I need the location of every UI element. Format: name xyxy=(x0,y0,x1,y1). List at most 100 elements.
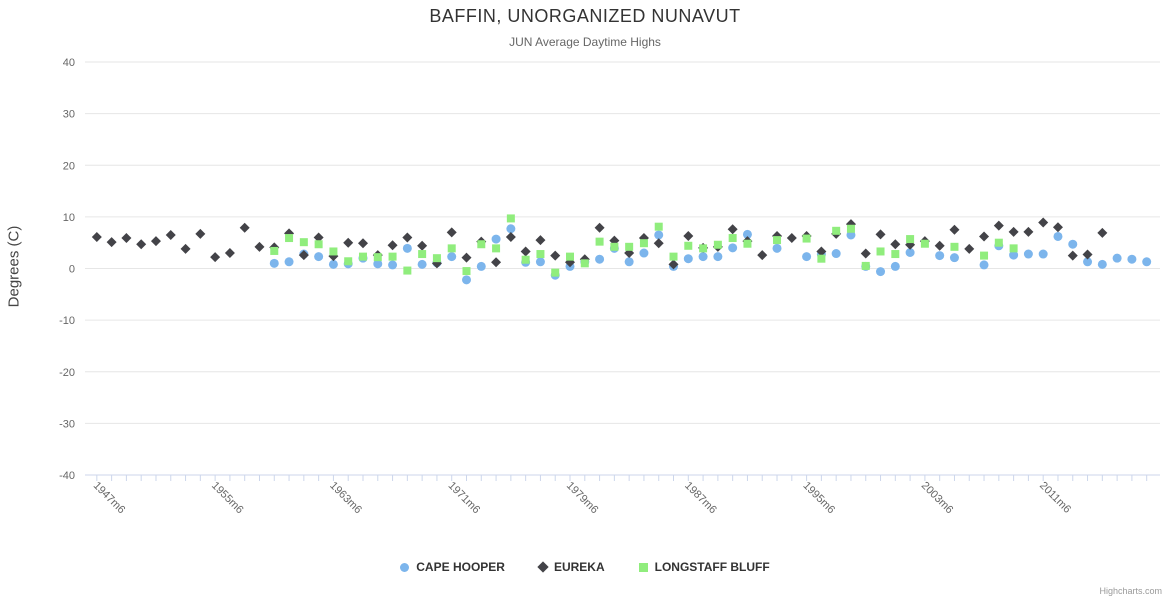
data-point-eureka[interactable] xyxy=(757,250,768,261)
data-point-longstaff-bluff[interactable] xyxy=(728,234,737,243)
data-point-longstaff-bluff[interactable] xyxy=(817,254,826,263)
data-point-eureka[interactable] xyxy=(313,232,324,243)
data-point-longstaff-bluff[interactable] xyxy=(432,254,441,263)
data-point-cape-hooper[interactable] xyxy=(979,260,989,270)
data-point-cape-hooper[interactable] xyxy=(388,260,398,270)
data-point-eureka[interactable] xyxy=(535,235,546,246)
data-point-eureka[interactable] xyxy=(1023,226,1034,237)
data-point-cape-hooper[interactable] xyxy=(1038,249,1048,259)
data-point-eureka[interactable] xyxy=(136,239,147,250)
data-point-longstaff-bluff[interactable] xyxy=(314,240,323,249)
data-point-cape-hooper[interactable] xyxy=(1142,257,1152,267)
data-point-longstaff-bluff[interactable] xyxy=(684,241,693,250)
data-point-cape-hooper[interactable] xyxy=(506,224,516,234)
data-point-longstaff-bluff[interactable] xyxy=(832,226,841,235)
data-point-eureka[interactable] xyxy=(298,250,309,261)
data-point-eureka[interactable] xyxy=(979,231,990,242)
data-point-eureka[interactable] xyxy=(594,222,605,233)
data-point-cape-hooper[interactable] xyxy=(949,253,959,263)
data-point-longstaff-bluff[interactable] xyxy=(994,238,1003,247)
data-point-cape-hooper[interactable] xyxy=(417,259,427,269)
data-point-eureka[interactable] xyxy=(668,259,679,270)
data-point-longstaff-bluff[interactable] xyxy=(891,250,900,259)
data-point-longstaff-bluff[interactable] xyxy=(447,244,456,253)
data-point-longstaff-bluff[interactable] xyxy=(699,244,708,253)
data-point-longstaff-bluff[interactable] xyxy=(595,237,604,246)
data-point-longstaff-bluff[interactable] xyxy=(669,252,678,261)
data-point-cape-hooper[interactable] xyxy=(1097,259,1107,269)
data-point-cape-hooper[interactable] xyxy=(772,243,782,253)
data-point-longstaff-bluff[interactable] xyxy=(521,255,530,264)
data-point-longstaff-bluff[interactable] xyxy=(773,236,782,245)
data-point-longstaff-bluff[interactable] xyxy=(566,252,575,261)
data-point-eureka[interactable] xyxy=(446,227,457,238)
data-point-cape-hooper[interactable] xyxy=(1083,257,1093,267)
data-point-cape-hooper[interactable] xyxy=(328,259,338,269)
data-point-longstaff-bluff[interactable] xyxy=(492,244,501,253)
data-point-cape-hooper[interactable] xyxy=(876,267,886,277)
data-point-eureka[interactable] xyxy=(491,257,502,268)
data-point-cape-hooper[interactable] xyxy=(624,257,634,267)
data-point-eureka[interactable] xyxy=(993,220,1004,231)
data-point-longstaff-bluff[interactable] xyxy=(713,240,722,249)
data-point-eureka[interactable] xyxy=(1082,249,1093,260)
data-point-eureka[interactable] xyxy=(816,246,827,257)
data-point-eureka[interactable] xyxy=(683,230,694,241)
data-point-cape-hooper[interactable] xyxy=(1127,254,1137,264)
data-point-eureka[interactable] xyxy=(461,252,472,263)
data-point-cape-hooper[interactable] xyxy=(1009,250,1019,260)
data-point-longstaff-bluff[interactable] xyxy=(477,240,486,249)
data-point-longstaff-bluff[interactable] xyxy=(876,247,885,256)
data-point-eureka[interactable] xyxy=(786,233,797,244)
data-point-eureka[interactable] xyxy=(1052,222,1063,233)
data-point-longstaff-bluff[interactable] xyxy=(285,234,294,243)
data-point-eureka[interactable] xyxy=(150,236,161,247)
data-point-longstaff-bluff[interactable] xyxy=(506,214,515,223)
data-point-eureka[interactable] xyxy=(343,237,354,248)
legend-item-cape-hooper[interactable]: CAPE HOOPER xyxy=(400,560,505,574)
data-point-eureka[interactable] xyxy=(949,224,960,235)
data-point-longstaff-bluff[interactable] xyxy=(802,234,811,243)
data-point-eureka[interactable] xyxy=(165,229,176,240)
data-point-longstaff-bluff[interactable] xyxy=(462,267,471,276)
data-point-eureka[interactable] xyxy=(890,239,901,250)
data-point-cape-hooper[interactable] xyxy=(1068,239,1078,249)
data-point-eureka[interactable] xyxy=(550,250,561,261)
data-point-eureka[interactable] xyxy=(180,243,191,254)
data-point-longstaff-bluff[interactable] xyxy=(418,250,427,259)
data-point-cape-hooper[interactable] xyxy=(713,252,723,262)
legend-item-longstaff-bluff[interactable]: LONGSTAFF BLUFF xyxy=(638,560,770,574)
data-point-longstaff-bluff[interactable] xyxy=(358,252,367,261)
data-point-eureka[interactable] xyxy=(387,240,398,251)
data-point-longstaff-bluff[interactable] xyxy=(536,250,545,259)
data-point-cape-hooper[interactable] xyxy=(698,252,708,262)
data-point-cape-hooper[interactable] xyxy=(1023,249,1033,259)
data-point-eureka[interactable] xyxy=(106,237,117,248)
data-point-eureka[interactable] xyxy=(417,240,428,251)
data-point-eureka[interactable] xyxy=(224,248,235,259)
data-point-longstaff-bluff[interactable] xyxy=(329,247,338,256)
data-point-longstaff-bluff[interactable] xyxy=(950,242,959,251)
data-point-eureka[interactable] xyxy=(254,241,265,252)
data-point-cape-hooper[interactable] xyxy=(728,243,738,253)
data-point-longstaff-bluff[interactable] xyxy=(403,266,412,275)
data-point-eureka[interactable] xyxy=(1038,217,1049,228)
data-point-cape-hooper[interactable] xyxy=(595,254,605,264)
data-point-eureka[interactable] xyxy=(934,240,945,251)
data-point-longstaff-bluff[interactable] xyxy=(551,268,560,277)
data-point-longstaff-bluff[interactable] xyxy=(1009,244,1018,253)
data-point-cape-hooper[interactable] xyxy=(890,261,900,271)
data-point-eureka[interactable] xyxy=(520,246,531,257)
data-point-cape-hooper[interactable] xyxy=(461,275,471,285)
data-point-cape-hooper[interactable] xyxy=(447,252,457,262)
data-point-longstaff-bluff[interactable] xyxy=(920,239,929,248)
data-point-eureka[interactable] xyxy=(195,228,206,239)
data-point-longstaff-bluff[interactable] xyxy=(388,252,397,261)
data-point-cape-hooper[interactable] xyxy=(373,259,383,269)
data-point-eureka[interactable] xyxy=(402,232,413,243)
data-point-cape-hooper[interactable] xyxy=(535,257,545,267)
data-point-longstaff-bluff[interactable] xyxy=(610,242,619,251)
data-point-longstaff-bluff[interactable] xyxy=(906,235,915,244)
data-point-longstaff-bluff[interactable] xyxy=(639,239,648,248)
data-point-cape-hooper[interactable] xyxy=(284,257,294,267)
